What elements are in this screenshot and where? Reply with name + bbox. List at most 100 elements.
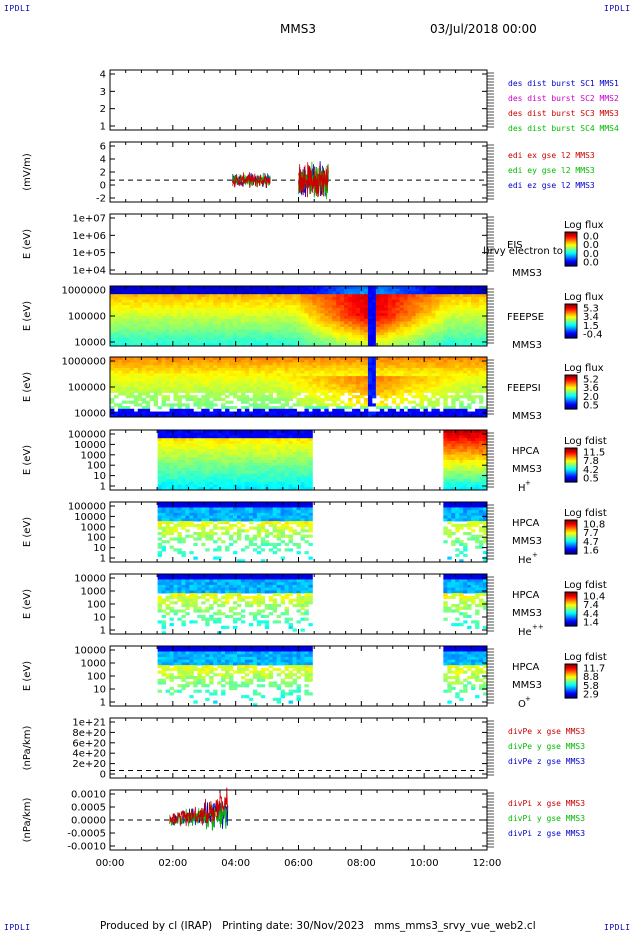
heatmap-cell xyxy=(328,321,333,325)
heatmap-cell xyxy=(221,291,226,295)
heatmap-cell xyxy=(431,307,436,311)
heatmap-cell xyxy=(173,313,178,317)
heatmap-cell xyxy=(229,302,234,306)
heatmap-cell xyxy=(145,337,151,341)
heatmap-cell xyxy=(252,307,258,311)
heatmap-cell xyxy=(296,337,301,341)
heatmap-cell xyxy=(185,286,190,290)
heatmap-cell xyxy=(201,446,206,450)
heatmap-cell xyxy=(177,296,182,301)
heatmap-cell xyxy=(363,313,369,317)
heatmap-cell xyxy=(256,411,262,415)
heatmap-cell xyxy=(181,460,186,464)
heatmap-cell xyxy=(367,326,373,331)
heatmap-cell xyxy=(356,332,361,336)
heatmap-cell xyxy=(225,316,230,320)
heatmap-cell xyxy=(288,316,293,320)
heatmap-cell xyxy=(324,395,329,399)
heatmap-cell xyxy=(205,373,210,377)
heatmap-cell xyxy=(427,411,432,415)
heatmap-cell xyxy=(229,392,234,396)
heatmap-cell xyxy=(229,460,234,464)
heatmap-cell xyxy=(483,367,488,372)
heatmap-cell xyxy=(268,370,274,374)
heatmap-cell xyxy=(363,296,369,301)
heatmap-cell xyxy=(181,316,186,320)
heatmap-cell xyxy=(451,302,456,306)
heatmap-cell xyxy=(221,324,226,328)
heatmap-cell xyxy=(177,384,182,388)
heatmap-cell xyxy=(110,406,115,410)
y-tick-label-4: 1000000 xyxy=(61,286,106,297)
heatmap-cell xyxy=(225,462,230,466)
heatmap-cell xyxy=(145,313,151,317)
heatmap-cell xyxy=(221,406,226,410)
heatmap-cell xyxy=(280,387,286,391)
heatmap-cell xyxy=(407,288,412,292)
colorbar-cell xyxy=(565,389,577,392)
heatmap-cell xyxy=(360,414,365,418)
heatmap-cell xyxy=(217,411,222,415)
heatmap-cell xyxy=(332,318,337,322)
heatmap-cell xyxy=(316,310,321,314)
heatmap-cell xyxy=(431,310,436,314)
heatmap-cell xyxy=(169,449,174,453)
heatmap-cell xyxy=(161,370,166,374)
heatmap-cell xyxy=(264,332,270,336)
heatmap-cell xyxy=(292,335,297,339)
heatmap-cell xyxy=(439,395,444,399)
heatmap-cell xyxy=(431,305,436,309)
heatmap-cell xyxy=(399,414,405,418)
heatmap-cell xyxy=(332,313,337,317)
heatmap-cell xyxy=(177,465,182,469)
heatmap-cell xyxy=(248,296,254,301)
heatmap-cell xyxy=(189,370,194,374)
heatmap-cell xyxy=(407,316,412,320)
heatmap-cell xyxy=(240,316,246,320)
heatmap-cell xyxy=(161,414,166,418)
heatmap-cell xyxy=(395,318,401,322)
heatmap-cell xyxy=(348,294,353,298)
heatmap-cell xyxy=(459,373,464,377)
heatmap-cell xyxy=(225,389,230,393)
heatmap-cell xyxy=(229,449,234,453)
heatmap-cell xyxy=(145,384,151,388)
heatmap-cell xyxy=(213,288,218,292)
heatmap-cell xyxy=(324,296,329,301)
heatmap-cell xyxy=(240,357,246,361)
heatmap-cell xyxy=(324,313,329,317)
heatmap-cell xyxy=(268,332,274,336)
heatmap-cell xyxy=(121,400,127,404)
heatmap-cell xyxy=(363,321,369,325)
heatmap-cell xyxy=(272,310,278,314)
heatmap-cell xyxy=(233,294,238,298)
heatmap-cell xyxy=(153,337,159,341)
heatmap-cell xyxy=(276,392,282,396)
heatmap-cell xyxy=(229,373,234,377)
heatmap-cell xyxy=(181,359,186,363)
heatmap-cell xyxy=(443,370,448,374)
heatmap-cell xyxy=(375,384,381,388)
heatmap-cell xyxy=(117,302,123,306)
heatmap-cell xyxy=(276,408,282,412)
heatmap-cell xyxy=(193,291,198,295)
heatmap-cell xyxy=(447,389,452,393)
heatmap-cell xyxy=(157,473,162,477)
heatmap-cell xyxy=(312,305,317,309)
heatmap-cell xyxy=(185,324,190,328)
heatmap-cell xyxy=(185,370,190,374)
heatmap-cell xyxy=(391,310,397,314)
heatmap-cell xyxy=(157,305,162,309)
heatmap-cell xyxy=(165,302,170,306)
heatmap-cell xyxy=(324,288,329,292)
heatmap-cell xyxy=(185,460,190,464)
heatmap-cell xyxy=(153,299,159,303)
heatmap-cell xyxy=(260,343,266,347)
heatmap-cell xyxy=(312,373,317,377)
heatmap-cell xyxy=(395,414,401,418)
heatmap-cell xyxy=(145,359,151,363)
heatmap-cell xyxy=(260,307,266,311)
heatmap-cell xyxy=(217,357,222,361)
heatmap-cell xyxy=(197,443,202,447)
heatmap-cell xyxy=(427,321,432,325)
